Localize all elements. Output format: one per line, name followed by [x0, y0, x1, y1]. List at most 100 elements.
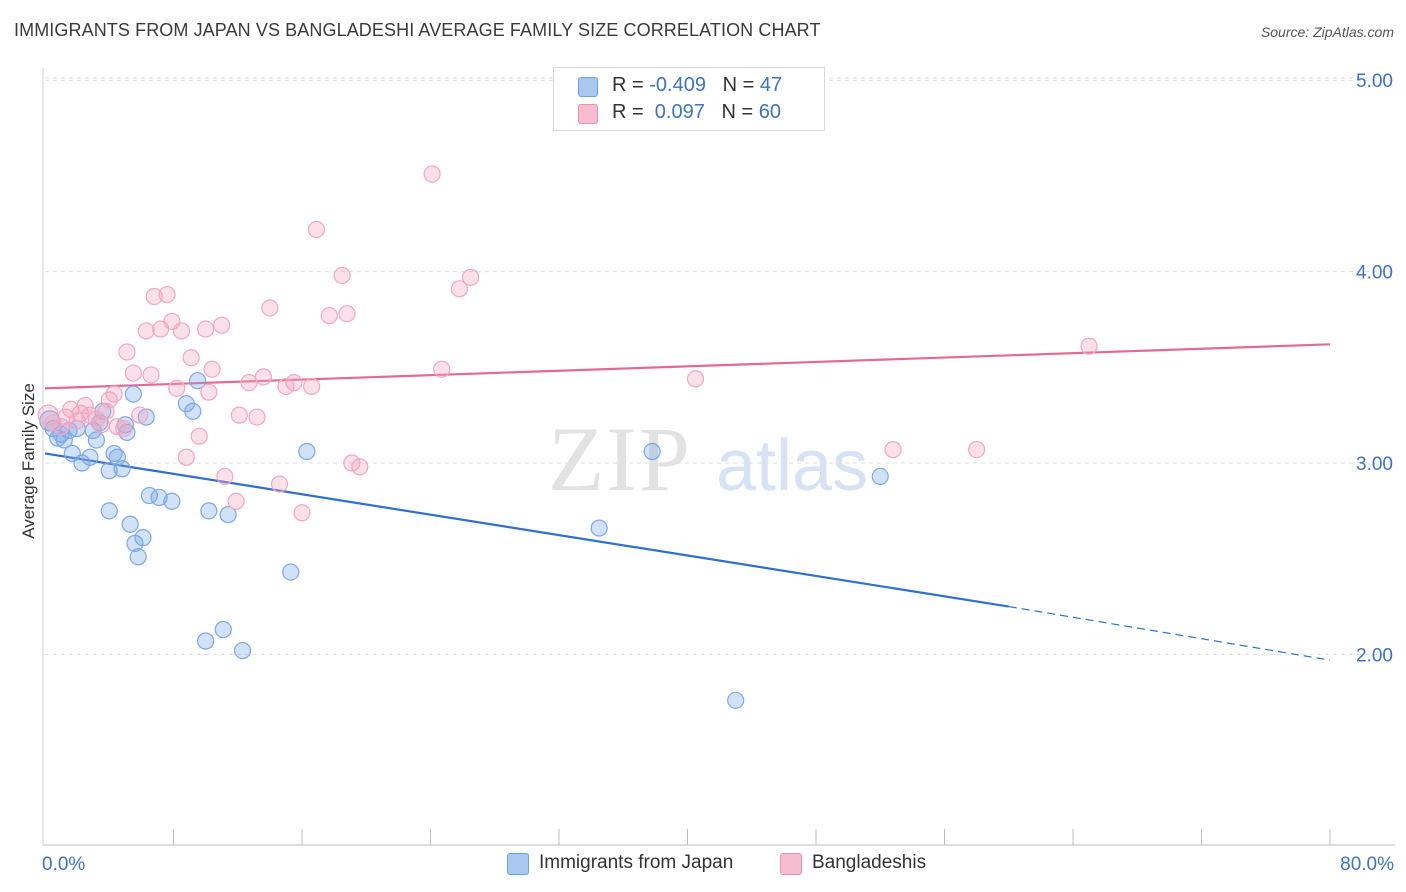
point-bangladeshis-45 — [303, 377, 321, 396]
y-tick-label-3: 5.00 — [1356, 71, 1393, 92]
point-bangladeshis-32 — [203, 360, 221, 378]
point-bangladeshis-33 — [213, 316, 231, 334]
x-tick-label-1: 80.0% — [1340, 854, 1394, 875]
correlation-legend: R = -0.409 N = 47 R = 0.097 N = 60 — [553, 67, 825, 131]
point-bangladeshis-2 — [52, 418, 70, 436]
point-japan-31 — [184, 402, 202, 420]
legend-n-value-japan: 47 — [759, 74, 783, 96]
point-bangladeshis-55 — [462, 268, 480, 286]
point-bangladeshis-48 — [333, 266, 351, 285]
y-axis-label: Average Family Size — [19, 383, 38, 539]
point-japan-40 — [590, 519, 608, 537]
y-tick-label-1: 3.00 — [1356, 454, 1393, 475]
axis-labels: 2.00 3.00 4.00 5.00 0.0% 80.0% Average Family … — [19, 71, 1394, 875]
point-bangladeshis-40 — [261, 299, 279, 317]
point-bangladeshis-44 — [293, 504, 311, 522]
point-bangladeshis-14 — [108, 418, 126, 436]
point-japan-38 — [282, 563, 300, 581]
legend-r-value-bangladeshis: 0.097 — [649, 101, 705, 123]
point-bangladeshis-16 — [118, 343, 136, 361]
point-bangladeshis-39 — [254, 368, 273, 386]
trend-lines — [44, 343, 1331, 661]
point-bangladeshis-34 — [216, 467, 234, 485]
point-bangladeshis-25 — [168, 379, 186, 397]
series-legend: Immigrants from Japan Bangladeshis — [0, 850, 1406, 880]
point-japan-4 — [55, 431, 73, 449]
point-bangladeshis-37 — [240, 374, 258, 392]
point-bangladeshis-59 — [1080, 337, 1098, 355]
point-bangladeshis-23 — [158, 285, 176, 304]
point-japan-21 — [121, 515, 139, 533]
point-japan-15 — [100, 462, 118, 480]
point-bangladeshis-15 — [115, 419, 133, 438]
point-japan-9 — [81, 448, 99, 466]
point-japan-39 — [298, 442, 316, 461]
x-tick-label-0: 0.0% — [42, 854, 85, 875]
point-bangladeshis-36 — [230, 406, 248, 424]
point-bangladeshis-7 — [76, 396, 94, 415]
watermark: ZIP atlas — [548, 408, 868, 510]
point-japan-42 — [727, 691, 745, 709]
point-bangladeshis-41 — [270, 475, 289, 493]
point-bangladeshis-20 — [142, 366, 160, 384]
point-bangladeshis-17 — [124, 364, 142, 382]
point-japan-14 — [100, 502, 118, 520]
point-japan-22 — [124, 385, 142, 403]
point-japan-34 — [200, 502, 218, 520]
watermark-atlas: atlas — [716, 426, 868, 506]
point-bangladeshis-27 — [177, 448, 195, 466]
point-bangladeshis-28 — [182, 349, 200, 367]
point-japan-43 — [871, 467, 889, 485]
point-japan-25 — [134, 529, 152, 547]
point-bangladeshis-49 — [338, 305, 356, 323]
legend-n-label-bangladeshis: N = — [721, 101, 759, 123]
legend-r-label-bangladeshis: R = — [612, 101, 650, 123]
point-bangladeshis-47 — [320, 307, 338, 325]
axes — [42, 68, 1395, 846]
point-bangladeshis-43 — [285, 374, 303, 392]
point-bangladeshis-38 — [248, 408, 266, 426]
point-bangladeshis-26 — [172, 322, 191, 340]
trend-bangladeshis — [44, 343, 1331, 390]
point-bangladeshis-42 — [277, 377, 295, 396]
point-japan-36 — [219, 506, 237, 524]
point-japan-41 — [643, 442, 661, 461]
point-bangladeshis-31 — [200, 383, 218, 401]
point-bangladeshis-29 — [190, 427, 208, 445]
legend-r-value-japan: -0.409 — [649, 74, 706, 96]
point-bangladeshis-51 — [351, 458, 369, 476]
legend-swatch-japan-bottom — [507, 853, 529, 875]
point-japan-26 — [137, 408, 155, 426]
legend-n-label-japan: N = — [722, 74, 760, 96]
point-bangladeshis-35 — [227, 492, 245, 510]
point-bangladeshis-21 — [145, 287, 163, 306]
point-bangladeshis-57 — [884, 441, 902, 459]
chart-title: IMMIGRANTS FROM JAPAN VS BANGLADESHI AVE… — [14, 20, 821, 40]
data-points — [37, 165, 1098, 709]
point-bangladeshis-52 — [423, 165, 441, 183]
point-japan-32 — [188, 372, 207, 390]
point-japan-24 — [129, 548, 147, 566]
source-label: Source: ZipAtlas.com — [1260, 24, 1394, 40]
point-japan-35 — [214, 620, 232, 639]
legend-label-bangladeshis: Bangladeshis — [812, 852, 927, 873]
y-tick-label-0: 2.00 — [1356, 645, 1393, 666]
legend-swatch-bangladeshis — [578, 104, 598, 124]
point-bangladeshis-13 — [105, 385, 123, 403]
legend-swatch-japan — [578, 77, 598, 97]
point-bangladeshis-56 — [686, 370, 705, 388]
point-japan-11 — [87, 431, 106, 449]
point-japan-18 — [113, 460, 131, 478]
point-bangladeshis-30 — [197, 320, 215, 338]
watermark-zip: ZIP — [548, 408, 692, 510]
y-tick-label-2: 4.00 — [1356, 263, 1393, 284]
point-japan-28 — [150, 488, 168, 507]
point-bangladeshis-18 — [131, 406, 149, 424]
point-bangladeshis-54 — [450, 280, 469, 298]
point-japan-37 — [233, 641, 252, 660]
point-bangladeshis-53 — [433, 360, 451, 378]
point-bangladeshis-19 — [137, 322, 155, 340]
point-bangladeshis-58 — [968, 441, 986, 459]
point-japan-33 — [197, 632, 215, 650]
